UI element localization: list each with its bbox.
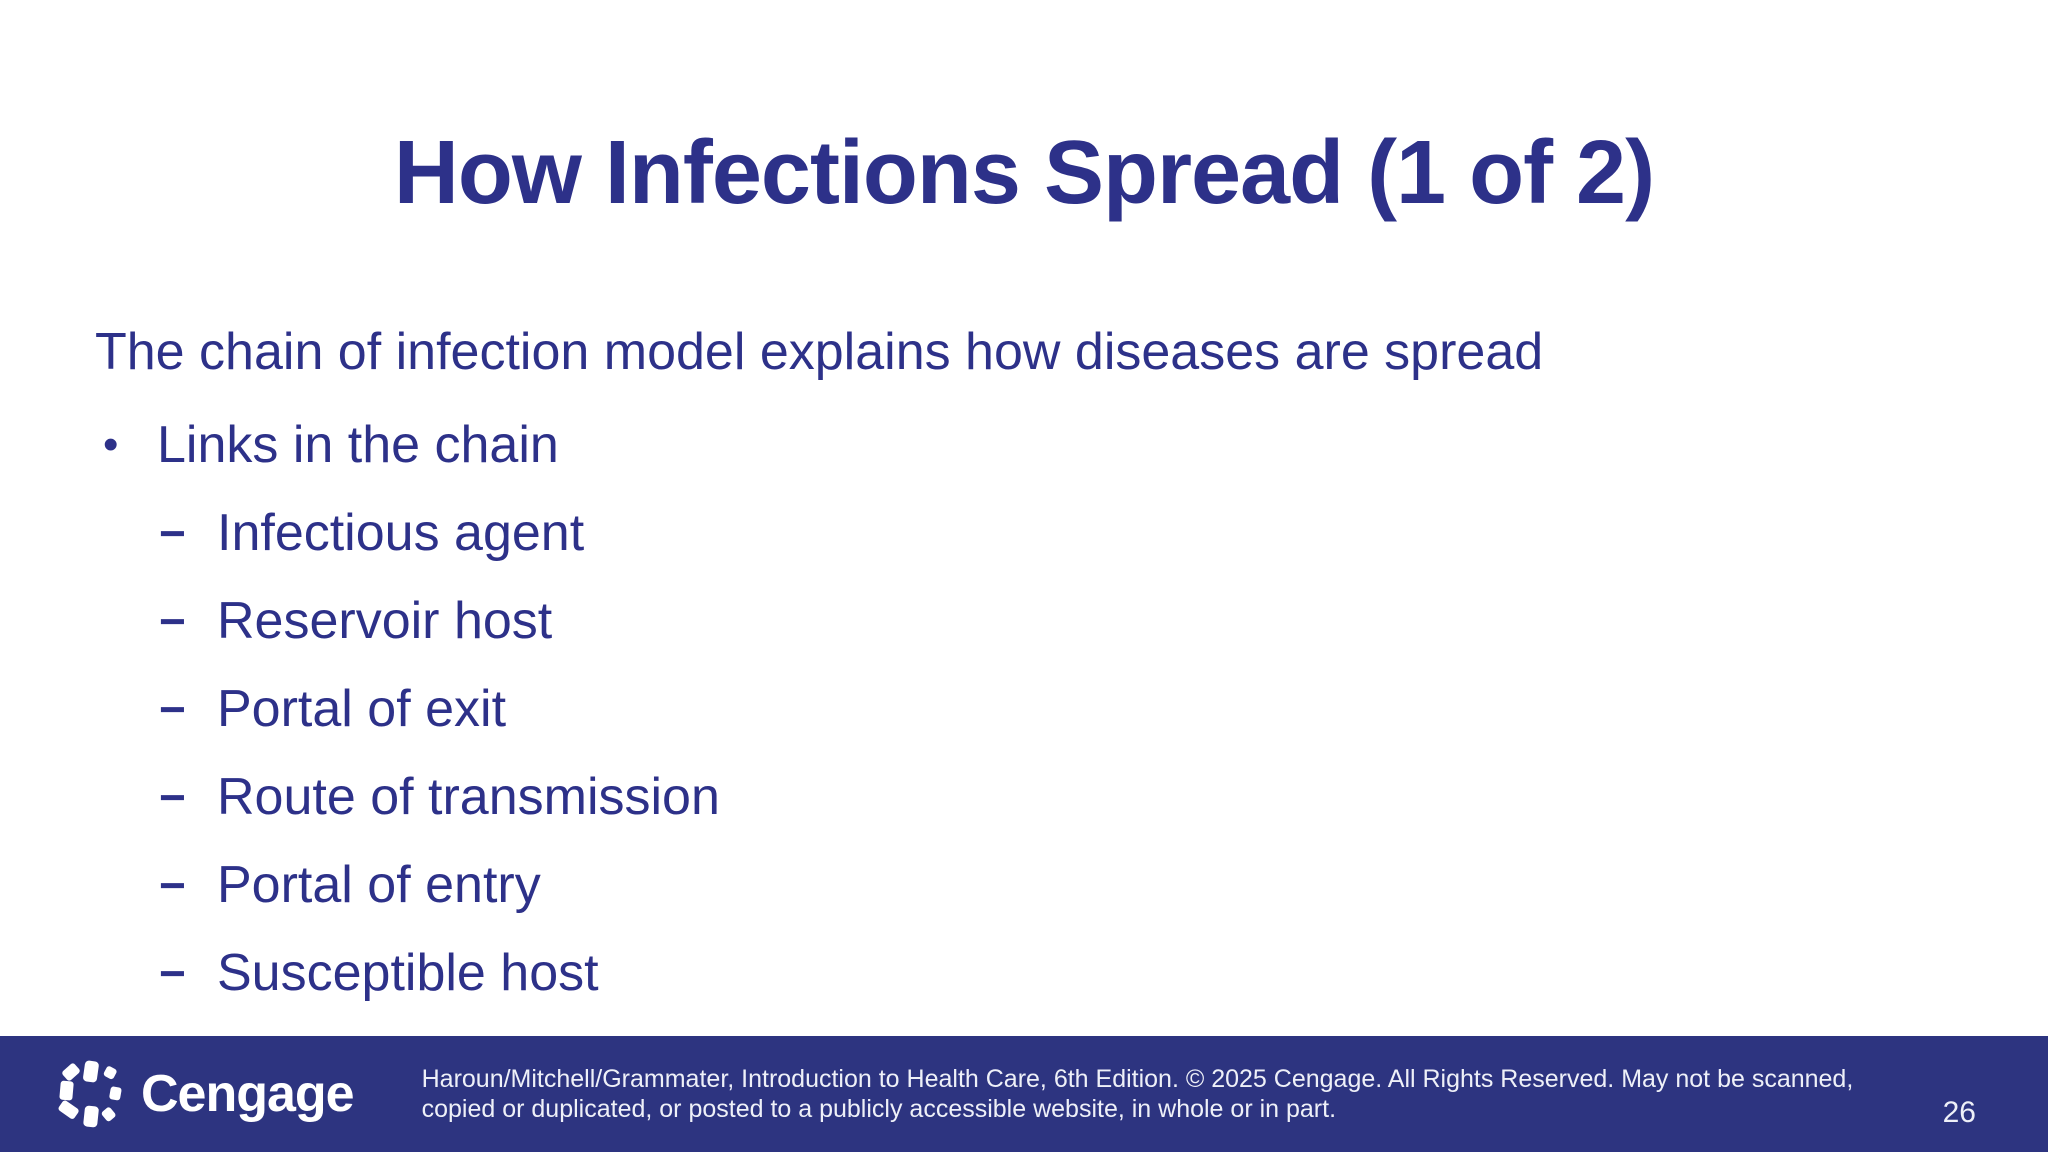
- list-item: − Infectious agent: [159, 503, 1955, 563]
- dash-marker: −: [159, 683, 186, 735]
- list-item: − Portal of exit: [159, 679, 1955, 739]
- cengage-logo-icon: [55, 1058, 127, 1130]
- list-item: − Reservoir host: [159, 591, 1955, 651]
- sub-bullet-list: − Infectious agent − Reservoir host − Po…: [95, 503, 1955, 1003]
- bullet-links-in-chain: • Links in the chain: [95, 415, 1955, 475]
- list-item: − Route of transmission: [159, 767, 1955, 827]
- sub-bullet-label: Infectious agent: [217, 504, 585, 562]
- intro-text: The chain of infection model explains ho…: [95, 323, 1544, 381]
- copyright-text: Haroun/Mitchell/Grammater, Introduction …: [422, 1064, 1854, 1124]
- dash-marker: −: [159, 859, 186, 911]
- bullet-dot-marker: •: [103, 420, 119, 469]
- bullet-label: Links in the chain: [157, 416, 559, 474]
- dash-marker: −: [159, 947, 186, 999]
- dash-marker: −: [159, 595, 186, 647]
- sub-bullet-label: Portal of entry: [217, 856, 541, 914]
- cengage-wordmark: Cengage: [141, 1065, 355, 1123]
- sub-bullet-label: Reservoir host: [217, 592, 553, 650]
- sub-bullet-label: Susceptible host: [217, 944, 599, 1002]
- sub-bullet-label: Route of transmission: [217, 768, 720, 826]
- footer-bar: Cengage Haroun/Mitchell/Grammater, Intro…: [0, 1036, 2048, 1152]
- sub-bullet-label: Portal of exit: [217, 680, 507, 738]
- cengage-logo: Cengage: [55, 1058, 355, 1130]
- list-item: − Portal of entry: [159, 855, 1955, 915]
- page-number: 26: [1942, 1096, 1976, 1129]
- slide-body: The chain of infection model explains ho…: [95, 322, 1955, 1003]
- dash-marker: −: [159, 771, 186, 823]
- copyright-line-2: copied or duplicated, or posted to a pub…: [421, 1095, 1337, 1123]
- slide-title: How Infections Spread (1 of 2): [393, 123, 1655, 223]
- copyright-line-1: Haroun/Mitchell/Grammater, Introduction …: [421, 1065, 1854, 1093]
- list-item: − Susceptible host: [159, 943, 1955, 1003]
- dash-marker: −: [159, 507, 186, 559]
